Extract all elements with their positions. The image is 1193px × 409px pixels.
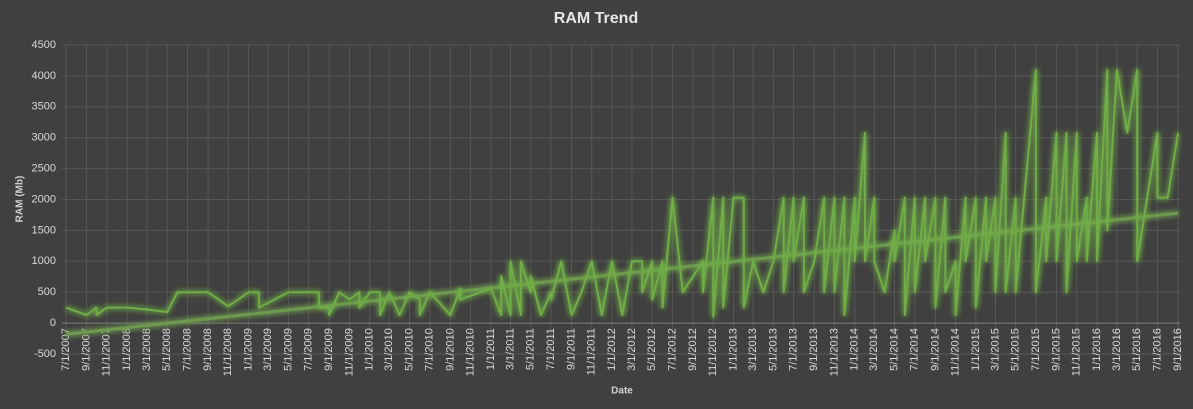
chart-title: RAM Trend <box>554 10 638 27</box>
x-tick-label: 5/1/2015 <box>1010 328 1022 371</box>
x-tick-label: 11/1/2010 <box>465 328 477 376</box>
y-tick-label: 3500 <box>32 101 56 113</box>
x-tick-label: 9/1/2009 <box>323 328 335 371</box>
x-tick-label: 3/1/2016 <box>1111 328 1123 371</box>
x-tick-label: 9/1/2015 <box>1050 328 1062 371</box>
y-tick-label: 500 <box>38 286 56 298</box>
x-tick-label: 1/1/2013 <box>727 328 739 371</box>
x-tick-label: 9/1/2008 <box>202 328 214 371</box>
x-tick-label: 11/1/2007 <box>101 328 113 376</box>
x-tick-label: 11/1/2008 <box>222 328 234 376</box>
x-tick-label: 7/1/2012 <box>666 328 678 371</box>
x-tick-label: 7/1/2010 <box>424 328 436 371</box>
y-tick-label: 0 <box>50 317 56 329</box>
x-tick-label: 5/1/2010 <box>403 328 415 371</box>
x-tick-label: 9/1/2014 <box>929 328 941 371</box>
y-tick-label: 1500 <box>32 224 56 236</box>
y-axis-title: RAM (Mb) <box>15 176 26 223</box>
x-tick-label: 11/1/2014 <box>950 328 962 376</box>
x-tick-label: 9/1/2013 <box>808 328 820 371</box>
x-tick-label: 11/1/2011 <box>586 328 598 375</box>
x-tick-label: 9/1/2011 <box>565 328 577 370</box>
x-tick-label: 1/1/2016 <box>1091 328 1103 371</box>
y-tick-label: 2000 <box>32 193 56 205</box>
y-tick-label: 2500 <box>32 163 56 175</box>
x-tick-label: 1/1/2008 <box>121 328 133 371</box>
data-line <box>65 68 1179 318</box>
x-tick-label: 11/1/2012 <box>707 328 719 376</box>
x-tick-label: 1/1/2014 <box>849 328 861 371</box>
x-tick-label: 1/1/2015 <box>970 328 982 371</box>
x-tick-label: 5/1/2014 <box>888 328 900 371</box>
x-tick-label: 3/1/2010 <box>383 328 395 371</box>
x-tick-label: 9/1/2016 <box>1172 328 1184 371</box>
x-tick-label: 11/1/2013 <box>828 328 840 376</box>
y-tick-label: 1000 <box>32 255 56 267</box>
x-axis-title: Date <box>611 386 633 397</box>
x-tick-label: 5/1/2008 <box>161 328 173 371</box>
trendline <box>65 211 1179 336</box>
x-tick-label: 1/1/2011 <box>485 328 497 370</box>
x-tick-label: 7/1/2014 <box>909 328 921 371</box>
x-tick-label: 5/1/2016 <box>1131 328 1143 371</box>
x-tick-label: 3/1/2011 <box>504 328 516 370</box>
x-tick-label: 7/1/2011 <box>545 328 557 370</box>
x-tick-label: 3/1/2008 <box>141 328 153 371</box>
x-tick-label: 9/1/2012 <box>687 328 699 371</box>
x-tick-label: 3/1/2013 <box>747 328 759 371</box>
x-tick-label: 1/1/2010 <box>364 328 376 371</box>
y-tick-label: 4000 <box>32 70 56 82</box>
x-tick-label: 7/1/2007 <box>60 328 72 371</box>
x-tick-label: 7/1/2009 <box>303 328 315 371</box>
x-tick-label: 9/1/2007 <box>80 328 92 371</box>
x-tick-label: 1/1/2009 <box>242 328 254 371</box>
y-tick-label: -500 <box>34 348 56 360</box>
x-tick-label: 3/1/2009 <box>262 328 274 371</box>
x-tick-label: 3/1/2015 <box>989 328 1001 371</box>
x-tick-label: 5/1/2011 <box>525 328 537 370</box>
x-tick-label: 7/1/2015 <box>1030 328 1042 371</box>
x-tick-label: 5/1/2009 <box>282 328 294 371</box>
x-tick-label: 5/1/2013 <box>767 328 779 371</box>
x-tick-label: 11/1/2015 <box>1071 328 1083 376</box>
x-tick-label: 7/1/2016 <box>1151 328 1163 371</box>
x-tick-label: 11/1/2009 <box>343 328 355 376</box>
x-tick-label: 3/1/2012 <box>626 328 638 371</box>
y-tick-label: 3000 <box>32 132 56 144</box>
x-tick-label: 1/1/2012 <box>606 328 618 371</box>
y-tick-label: 4500 <box>32 39 56 51</box>
x-tick-label: 7/1/2008 <box>181 328 193 371</box>
x-tick-label: 7/1/2013 <box>788 328 800 371</box>
x-tick-label: 9/1/2010 <box>444 328 456 371</box>
x-tick-label: 5/1/2012 <box>646 328 658 371</box>
x-tick-label: 3/1/2014 <box>868 328 880 371</box>
